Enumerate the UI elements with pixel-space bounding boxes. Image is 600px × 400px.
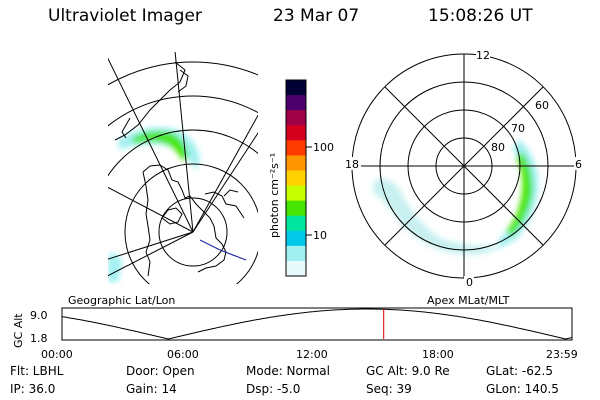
timeline-x-tick-0600: 06:00 — [167, 348, 199, 361]
colorbar-segment — [286, 110, 306, 126]
colorbar-segment — [286, 230, 306, 247]
time-label: 15:08:26 UT — [428, 6, 533, 26]
colorbar-segment — [286, 140, 306, 156]
lat-label-70: 70 — [511, 122, 525, 135]
timeline-y-axis-label: GC Alt — [12, 313, 25, 348]
status-gain: Gain: 14 — [126, 382, 177, 396]
date-label: 23 Mar 07 — [273, 6, 360, 26]
colorbar-segment — [286, 170, 306, 187]
lat-label-bg-60 — [534, 98, 552, 110]
status-seq: Seq: 39 — [366, 382, 412, 396]
status-door: Door: Open — [126, 364, 195, 378]
timeline-x-tick-1200: 12:00 — [296, 348, 328, 361]
left-map-caption: Geographic Lat/Lon — [68, 294, 175, 307]
timeline-x-tick-0000: 00:00 — [41, 348, 73, 361]
mlt-label-bg-top — [476, 48, 490, 61]
mlt-label-midnight: 0 — [466, 276, 473, 289]
status-glat: GLat: -62.5 — [486, 364, 553, 378]
colorbar-segment — [286, 95, 306, 111]
meridian-lines — [108, 52, 258, 277]
colorbar — [286, 80, 306, 277]
timeline-y-tick-bottom: 1.8 — [30, 332, 48, 345]
latitude-circles — [108, 61, 258, 284]
status-filter: Flt: LBHL — [10, 364, 64, 378]
timeline-x-tick-2359: 23:59 — [546, 348, 578, 361]
colorbar-label-100: 100 — [313, 141, 334, 154]
lat-label-60: 60 — [535, 99, 549, 112]
colorbar-segment — [286, 260, 306, 277]
instrument-title: Ultraviolet Imager — [48, 6, 202, 26]
timeline-frame — [61, 307, 573, 341]
terminator-line — [199, 239, 247, 261]
geographic-map — [108, 52, 258, 284]
status-ip: IP: 36.0 — [10, 382, 56, 396]
colorbar-segment — [286, 215, 306, 232]
right-map-caption: Apex MLat/MLT — [427, 294, 510, 307]
colorbar-label-10: 10 — [313, 229, 327, 242]
timeline-x-tick-1800: 18:00 — [422, 348, 454, 361]
colorbar-segment — [286, 185, 306, 202]
right-aurora-emission — [372, 140, 539, 255]
timeline-y-tick-top: 9.0 — [30, 309, 48, 322]
coastlines — [114, 61, 245, 277]
status-gc-alt: GC Alt: 9.0 Re — [366, 364, 450, 378]
orbit-altitude-curve — [61, 308, 573, 340]
lat-label-bg-70 — [510, 121, 528, 133]
status-dsp: Dsp: -5.0 — [246, 382, 301, 396]
lat-label-bg-80 — [490, 140, 508, 152]
colorbar-segment — [286, 125, 306, 141]
orbit-timeline: GC Alt 9.0 1.8 00:00 06:00 12:00 18:00 2… — [12, 307, 578, 361]
status-mode: Mode: Normal — [246, 364, 330, 378]
colorbar-unit-label: photon cm⁻²s⁻¹ — [268, 153, 281, 238]
mlt-label-bg-bottom — [464, 276, 474, 288]
lat-label-80: 80 — [491, 141, 505, 154]
colorbar-segment — [286, 155, 306, 171]
mlt-label-dusk: 18 — [345, 158, 359, 171]
left-aurora-emission — [108, 127, 200, 282]
mlt-label-dawn: 6 — [575, 158, 582, 171]
magnetic-polar-plot: 12 18 6 0 60 70 80 — [343, 48, 584, 289]
status-glon: GLon: 140.5 — [486, 382, 559, 396]
mlt-label-bg-left — [343, 157, 361, 170]
colorbar-segment — [286, 80, 306, 96]
mlt-lines — [352, 54, 576, 278]
colorbar-segment — [286, 200, 306, 217]
colorbar-segment — [286, 245, 306, 262]
mlt-label-bg-right — [574, 157, 584, 170]
colorbar-frame — [285, 79, 307, 277]
mlt-label-noon: 12 — [476, 49, 490, 62]
